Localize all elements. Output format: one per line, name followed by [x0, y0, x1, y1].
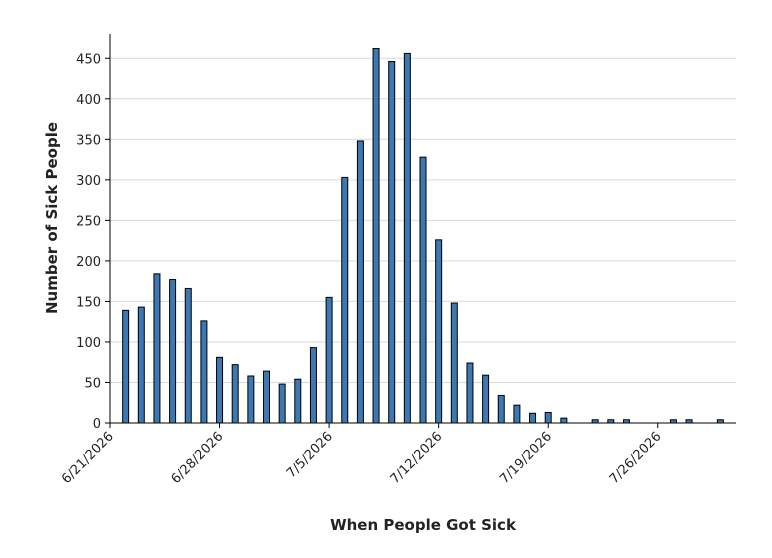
- bar: [263, 370, 270, 424]
- bar: [435, 239, 443, 424]
- bar: [450, 302, 458, 424]
- y-tick-label: 150: [76, 295, 101, 310]
- x-axis-title: When People Got Sick: [330, 516, 517, 534]
- bar: [341, 176, 349, 424]
- bar: [419, 156, 427, 424]
- bar: [200, 320, 208, 424]
- y-axis-title: Number of Sick People: [43, 122, 61, 314]
- bar: [356, 140, 364, 424]
- x-tick-label: 6/28/2026: [169, 429, 227, 487]
- bar: [544, 411, 552, 424]
- bar: [216, 356, 224, 424]
- bar: [529, 412, 537, 424]
- bar: [497, 394, 505, 424]
- y-tick-label: 50: [84, 376, 101, 391]
- bar: [169, 279, 177, 424]
- x-tick-label: 7/19/2026: [497, 429, 555, 487]
- y-tick-label: 300: [76, 174, 101, 189]
- bar: [403, 52, 411, 424]
- bar: [294, 378, 302, 424]
- bar: [388, 61, 396, 424]
- bar: [325, 296, 333, 424]
- bar: [184, 287, 192, 424]
- bar: [560, 417, 568, 424]
- bar: [278, 383, 286, 424]
- y-tick-label: 400: [76, 93, 101, 108]
- y-tick-label: 0: [93, 417, 101, 432]
- y-tick-label: 100: [76, 336, 101, 351]
- x-tick-label: 7/12/2026: [388, 429, 446, 487]
- bar: [482, 374, 490, 424]
- bar: [309, 347, 317, 424]
- y-tick-label: 250: [76, 214, 101, 229]
- bar: [372, 48, 380, 424]
- y-tick-label: 350: [76, 133, 101, 148]
- y-tick-label: 450: [76, 52, 101, 67]
- bar: [122, 309, 130, 424]
- x-tick-label: 6/21/2026: [59, 429, 117, 487]
- bar: [231, 364, 239, 424]
- bar: [466, 362, 474, 424]
- bar: [247, 375, 255, 424]
- bar: [513, 404, 521, 424]
- bar: [153, 273, 161, 424]
- x-tick-label: 7/26/2026: [607, 429, 665, 487]
- x-tick-label: 7/5/2026: [284, 429, 336, 481]
- bar: [137, 306, 145, 424]
- y-tick-label: 200: [76, 255, 101, 270]
